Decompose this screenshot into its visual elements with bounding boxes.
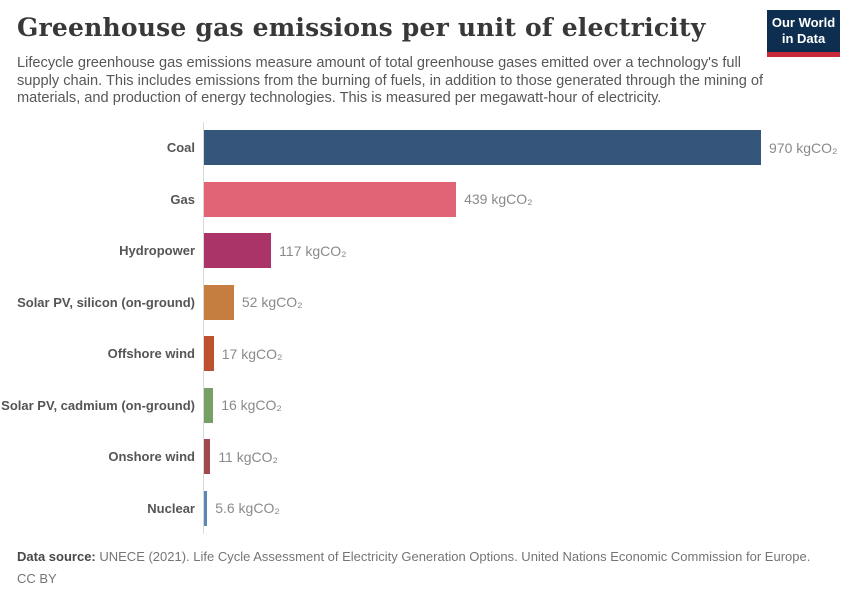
bar[interactable] bbox=[204, 181, 457, 217]
bar-category-label: Onshore wind bbox=[108, 449, 195, 465]
bar-category-label: Coal bbox=[166, 140, 195, 156]
page-title: Greenhouse gas emissions per unit of ele… bbox=[17, 13, 706, 42]
y-axis-line bbox=[203, 122, 204, 534]
owid-logo-line2: in Data bbox=[781, 31, 826, 46]
bar[interactable] bbox=[204, 233, 272, 269]
bar-value-label: 5.6 kgCO₂ bbox=[215, 500, 280, 517]
bar-value-label: 16 kgCO₂ bbox=[221, 397, 282, 414]
bar-value-label: 11 kgCO₂ bbox=[218, 448, 278, 465]
bar-value-label: 439 kgCO₂ bbox=[464, 191, 533, 208]
bar[interactable] bbox=[204, 284, 234, 320]
bar-category-label: Solar PV, cadmium (on-ground) bbox=[1, 397, 195, 413]
bar-row: Offshore wind 17 kgCO₂ bbox=[0, 328, 850, 380]
owid-logo-line1: Our World bbox=[771, 15, 836, 30]
bar-row: Coal 970 kgCO₂ bbox=[0, 122, 850, 174]
bar-row: Gas 439 kgCO₂ bbox=[0, 174, 850, 226]
bar-value-label: 17 kgCO₂ bbox=[221, 345, 283, 362]
bar-category-label: Offshore wind bbox=[107, 346, 195, 362]
bar-category-label: Nuclear bbox=[147, 500, 195, 516]
chart-footer: Data source: UNECE (2021). Life Cycle As… bbox=[17, 546, 837, 590]
datasource-text: UNECE (2021). Life Cycle Assessment of E… bbox=[95, 549, 811, 564]
owid-logo[interactable]: Our World in Data bbox=[767, 10, 840, 57]
bar-row: Solar PV, cadmium (on-ground) 16 kgCO₂ bbox=[0, 380, 850, 432]
bar-value-label: 52 kgCO₂ bbox=[241, 294, 303, 311]
bar[interactable] bbox=[204, 336, 214, 372]
bar-row: Hydropower 117 kgCO₂ bbox=[0, 225, 850, 277]
bar-row: Nuclear 5.6 kgCO₂ bbox=[0, 483, 850, 535]
bar-row: Solar PV, silicon (on-ground) 52 kgCO₂ bbox=[0, 277, 850, 329]
bar-category-label: Gas bbox=[170, 191, 195, 207]
datasource-label: Data source: bbox=[17, 549, 96, 564]
bar[interactable] bbox=[204, 387, 214, 423]
bar[interactable] bbox=[204, 130, 761, 166]
bar-chart: Coal 970 kgCO₂ Gas 439 kgCO₂ Hydropower … bbox=[0, 122, 850, 534]
bar-value-label: 970 kgCO₂ bbox=[769, 139, 838, 156]
bar-category-label: Solar PV, silicon (on-ground) bbox=[17, 294, 195, 310]
bar-rows: Coal 970 kgCO₂ Gas 439 kgCO₂ Hydropower … bbox=[0, 122, 850, 534]
bar[interactable] bbox=[204, 490, 208, 526]
bar-row: Onshore wind 11 kgCO₂ bbox=[0, 431, 850, 483]
bar[interactable] bbox=[204, 439, 211, 475]
bar-category-label: Hydropower bbox=[119, 243, 195, 259]
license-text: CC BY bbox=[17, 571, 57, 586]
bar-value-label: 117 kgCO₂ bbox=[279, 242, 347, 259]
chart-subtitle: Lifecycle greenhouse gas emissions measu… bbox=[17, 55, 764, 107]
